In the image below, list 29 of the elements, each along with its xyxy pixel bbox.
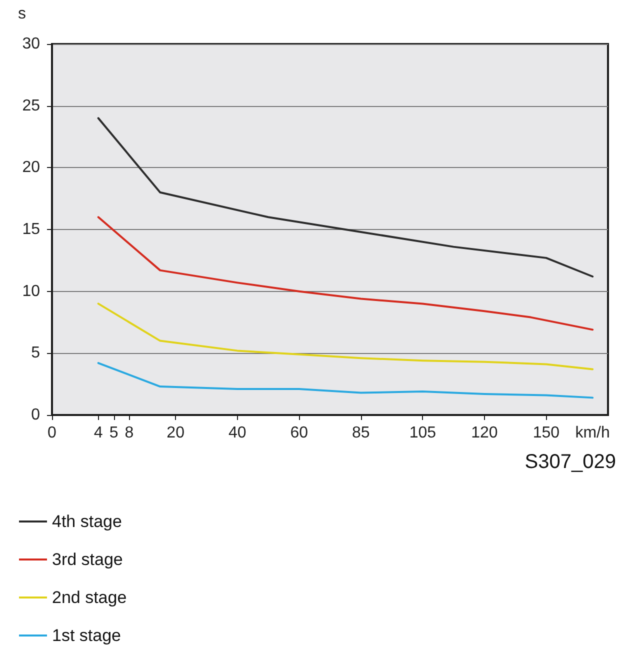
- y-tick-label: 30: [22, 36, 40, 52]
- y-tick-label: 20: [22, 159, 40, 176]
- legend-label: 3rd stage: [52, 550, 123, 569]
- line-series: [97, 362, 594, 399]
- x-tick-label: 60: [290, 424, 308, 442]
- x-tick-label: 4: [94, 424, 103, 442]
- y-tick-label: 0: [31, 406, 40, 424]
- y-tick-label: 5: [31, 344, 40, 362]
- x-tick-label: 85: [352, 424, 370, 442]
- line-series: [97, 302, 594, 370]
- x-tick-label: 0: [48, 424, 57, 442]
- y-tick-label: 15: [22, 221, 40, 238]
- x-axis-title: km/h: [575, 424, 610, 442]
- x-tick-label: 5: [109, 424, 118, 442]
- text: S307_029: [524, 451, 616, 473]
- line-series: [97, 216, 594, 331]
- x-tick-label: 40: [228, 424, 246, 442]
- x-tick-label: 120: [471, 424, 498, 442]
- y-tick-label: 10: [22, 282, 40, 300]
- legend-label: 1st stage: [52, 626, 121, 645]
- legend-label: 2nd stage: [52, 588, 127, 607]
- y-tick-label: 25: [22, 97, 40, 114]
- x-tick-label: 105: [409, 424, 436, 442]
- x-tick-label: 150: [532, 424, 560, 442]
- x-tick-label: 8: [124, 424, 134, 442]
- legend-label: 4th stage: [52, 512, 122, 531]
- line-series: [97, 117, 594, 278]
- y-axis-title: s: [18, 6, 26, 22]
- x-tick-label: 20: [166, 424, 185, 442]
